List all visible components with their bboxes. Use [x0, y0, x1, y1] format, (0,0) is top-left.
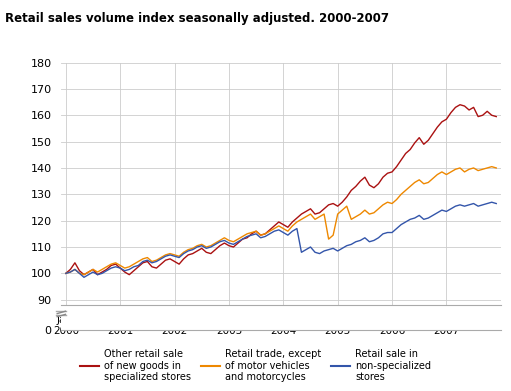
Other retail sale
of new goods in
specialized stores [493, 114, 499, 119]
Retail trade, except
of motor vehicles
and motorcycles [493, 166, 499, 170]
Retail sale in
non-specialized
stores [461, 204, 468, 208]
Line: Other retail sale
of new goods in
specialized stores: Other retail sale of new goods in specia… [66, 105, 496, 274]
Retail trade, except
of motor vehicles
and motorcycles [461, 170, 468, 174]
Retail sale in
non-specialized
stores [285, 233, 291, 237]
Retail trade, except
of motor vehicles
and motorcycles [81, 272, 87, 277]
Retail trade, except
of motor vehicles
and motorcycles [63, 271, 69, 276]
Other retail sale
of new goods in
specialized stores [298, 212, 305, 216]
Line: Retail trade, except
of motor vehicles
and motorcycles: Retail trade, except of motor vehicles a… [66, 167, 496, 274]
Line: Retail sale in
non-specialized
stores: Retail sale in non-specialized stores [66, 202, 496, 277]
Other retail sale
of new goods in
specialized stores [457, 102, 463, 107]
Retail sale in
non-specialized
stores [63, 271, 69, 276]
Retail trade, except
of motor vehicles
and motorcycles [190, 246, 196, 251]
Retail sale in
non-specialized
stores [126, 267, 132, 272]
Other retail sale
of new goods in
specialized stores [126, 272, 132, 277]
Other retail sale
of new goods in
specialized stores [466, 108, 472, 112]
Retail trade, except
of motor vehicles
and motorcycles [126, 264, 132, 269]
Legend: Other retail sale
of new goods in
specialized stores, Retail trade, except
of mo: Other retail sale of new goods in specia… [76, 345, 435, 386]
Retail sale in
non-specialized
stores [298, 250, 305, 255]
Retail trade, except
of motor vehicles
and motorcycles [285, 229, 291, 233]
Retail sale in
non-specialized
stores [81, 275, 87, 280]
Retail sale in
non-specialized
stores [489, 200, 495, 204]
Retail sale in
non-specialized
stores [253, 231, 259, 236]
Other retail sale
of new goods in
specialized stores [63, 271, 69, 276]
Other retail sale
of new goods in
specialized stores [253, 229, 259, 233]
Retail sale in
non-specialized
stores [190, 247, 196, 252]
Other retail sale
of new goods in
specialized stores [285, 225, 291, 230]
Text: Retail sales volume index seasonally adjusted. 2000-2007: Retail sales volume index seasonally adj… [5, 12, 389, 25]
Retail trade, except
of motor vehicles
and motorcycles [489, 164, 495, 169]
Retail trade, except
of motor vehicles
and motorcycles [253, 229, 259, 233]
Retail trade, except
of motor vehicles
and motorcycles [298, 217, 305, 222]
Other retail sale
of new goods in
specialized stores [190, 251, 196, 256]
Other retail sale
of new goods in
specialized stores [81, 272, 87, 277]
Retail sale in
non-specialized
stores [493, 201, 499, 206]
